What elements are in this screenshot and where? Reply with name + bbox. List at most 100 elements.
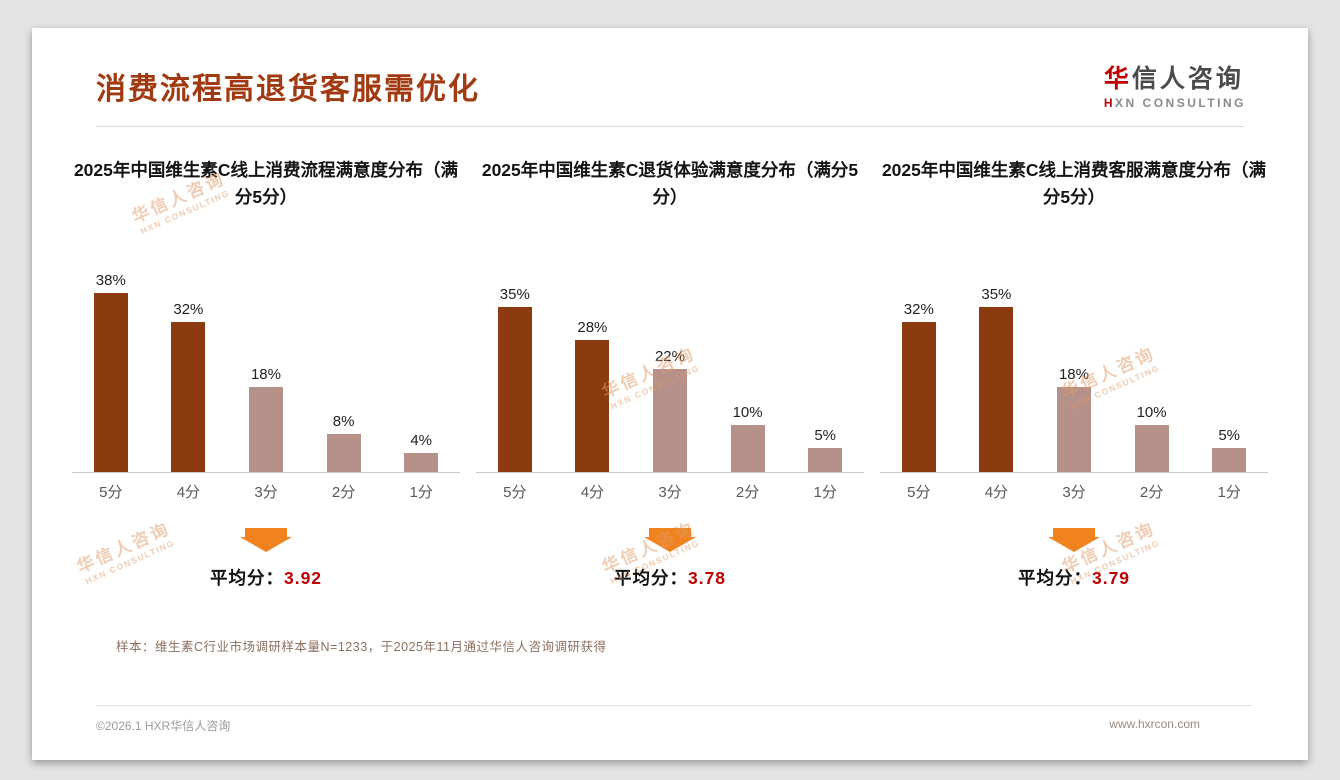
sample-note: 样本：维生素C行业市场调研样本量N=1233，于2025年11月通过华信人咨询调…	[116, 639, 607, 654]
average-label: 平均分：	[1017, 567, 1092, 588]
logo-chinese-name: 华信人咨询	[1103, 65, 1246, 94]
company-logo: 华信人咨询 HXN CONSULTING	[1103, 65, 1246, 110]
bar-value-label: 38%	[95, 271, 126, 289]
chart-title: 2025年中国维生素C退货体验满意度分布（满分5分）	[481, 159, 859, 207]
x-axis-label: 4分	[176, 483, 201, 501]
bar	[652, 368, 687, 472]
x-axis-label: 3分	[254, 483, 278, 501]
down-arrow-icon	[240, 527, 292, 552]
x-axis-label: 2分	[331, 483, 356, 501]
bar-value-label: 4%	[410, 431, 433, 449]
average-value: 3.92	[283, 567, 323, 588]
bar	[575, 339, 610, 472]
bar-cell: 28%	[554, 319, 632, 472]
chart-return-experience-satisfaction: 2025年中国维生素C退货体验满意度分布（满分5分） 35% 28% 22% 10% 5…	[470, 157, 870, 590]
bar-cell: 18%	[1035, 366, 1113, 472]
bar	[497, 306, 532, 472]
logo-english-name: HXN CONSULTING	[1104, 96, 1246, 110]
x-axis-label: 1分	[409, 483, 433, 501]
logo-english-rest: XN CONSULTING	[1115, 95, 1246, 110]
bar-cell: 32%	[150, 301, 228, 472]
x-axis-label: 5分	[907, 483, 931, 501]
bar	[171, 321, 206, 472]
bar-value-label: 5%	[1218, 426, 1241, 444]
average-score: 平均分：3.92	[66, 565, 466, 590]
bar-value-label: 5%	[814, 426, 837, 444]
website-url: www.hxrcon.com	[1109, 717, 1200, 731]
slide-header: 消费流程高退货客服需优化 华信人咨询 HXN CONSULTING	[32, 28, 1308, 110]
chart-customer-service-satisfaction: 2025年中国维生素C线上消费客服满意度分布（满分5分） 32% 35% 18% 10…	[874, 157, 1274, 590]
bar-value-label: 18%	[250, 365, 281, 383]
bar-cell: 8%	[305, 413, 383, 472]
bar-plot: 38% 32% 18% 8% 4%	[72, 267, 460, 473]
chart-title: 2025年中国维生素C线上消费客服满意度分布（满分5分）	[881, 159, 1267, 207]
x-axis-label: 5分	[99, 483, 123, 501]
bar	[326, 433, 361, 472]
bar	[979, 306, 1014, 472]
bar-cell: 5%	[786, 427, 864, 472]
charts-row: 2025年中国维生素C线上消费流程满意度分布（满分5分） 38% 32% 18% 8%…	[32, 157, 1308, 590]
x-axis-label: 3分	[658, 483, 682, 501]
bar	[730, 424, 765, 472]
bar-cell: 38%	[72, 272, 150, 472]
down-arrow-icon	[1048, 527, 1100, 552]
bar-cell: 35%	[958, 286, 1036, 472]
down-arrow-icon	[644, 527, 696, 552]
x-axis-labels: 5分 4分 3分 2分 1分	[476, 481, 864, 502]
average-value: 3.78	[687, 567, 727, 588]
bar	[1212, 447, 1247, 472]
copyright-text: ©2026.1 HXR华信人咨询	[96, 719, 231, 733]
logo-chinese-rest: 信人咨询	[1131, 65, 1244, 93]
bar-value-label: 8%	[332, 412, 355, 430]
logo-english-accent: H	[1103, 95, 1116, 110]
slide-footer: ©2026.1 HXR华信人咨询 www.hxrcon.com	[96, 705, 1252, 734]
x-axis-label: 3分	[1062, 483, 1086, 501]
bar	[248, 386, 283, 472]
bar	[901, 321, 936, 472]
bar	[1056, 386, 1091, 472]
average-label: 平均分：	[613, 567, 688, 588]
chart-consumption-process-satisfaction: 2025年中国维生素C线上消费流程满意度分布（满分5分） 38% 32% 18% 8%…	[66, 157, 466, 590]
slide-title: 消费流程高退货客服需优化	[96, 73, 480, 106]
x-axis-label: 1分	[813, 483, 837, 501]
x-axis-label: 2分	[735, 483, 760, 501]
x-axis-labels: 5分 4分 3分 2分 1分	[72, 481, 460, 502]
bar-value-label: 22%	[654, 347, 685, 365]
x-axis-label: 2分	[1139, 483, 1164, 501]
bar-value-label: 32%	[173, 300, 204, 318]
bar-value-label: 35%	[499, 285, 530, 303]
bar-cell: 5%	[1190, 427, 1268, 472]
average-score: 平均分：3.79	[874, 565, 1274, 590]
bar-value-label: 18%	[1058, 365, 1089, 383]
bar-cell: 10%	[1113, 404, 1191, 472]
bar-cell: 10%	[709, 404, 787, 472]
average-score: 平均分：3.78	[470, 565, 870, 590]
x-axis-label: 4分	[984, 483, 1009, 501]
bar-plot: 35% 28% 22% 10% 5%	[476, 267, 864, 473]
bar-cell: 35%	[476, 286, 554, 472]
bar-value-label: 10%	[732, 403, 763, 421]
x-axis-label: 1分	[1217, 483, 1241, 501]
bar-cell: 18%	[227, 366, 305, 472]
x-axis-labels: 5分 4分 3分 2分 1分	[880, 481, 1268, 502]
slide-card: 消费流程高退货客服需优化 华信人咨询 HXN CONSULTING 2025年中…	[32, 28, 1308, 760]
bar-cell: 22%	[631, 348, 709, 472]
x-axis-label: 4分	[580, 483, 605, 501]
bar-cell: 32%	[880, 301, 958, 472]
bar-value-label: 35%	[981, 285, 1012, 303]
bar-plot: 32% 35% 18% 10% 5%	[880, 267, 1268, 473]
bar	[404, 452, 439, 472]
bar-value-label: 10%	[1136, 403, 1167, 421]
bar-cell: 4%	[382, 432, 460, 472]
bar	[93, 292, 128, 472]
logo-accent-char: 华	[1103, 65, 1132, 93]
average-value: 3.79	[1091, 567, 1131, 588]
bar	[808, 447, 843, 472]
average-label: 平均分：	[209, 567, 284, 588]
bar-value-label: 28%	[577, 318, 608, 336]
header-divider	[96, 125, 1244, 127]
x-axis-label: 5分	[503, 483, 527, 501]
chart-title: 2025年中国维生素C线上消费流程满意度分布（满分5分）	[73, 159, 459, 207]
bar	[1134, 424, 1169, 472]
bar-value-label: 32%	[903, 300, 934, 318]
